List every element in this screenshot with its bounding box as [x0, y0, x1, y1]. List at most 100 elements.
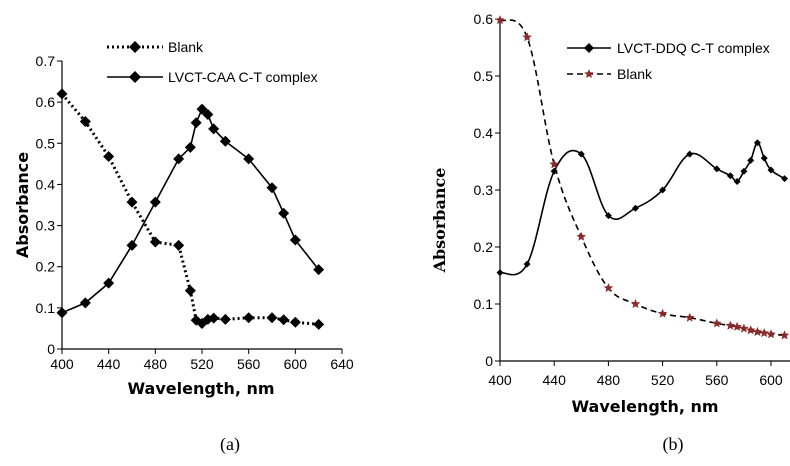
chart-b-point-blank — [495, 15, 505, 25]
chart-b-point-lvct-ddq-c-t-complex — [767, 166, 775, 174]
chart-a-point-lvct-caa-c-t-complex — [126, 239, 138, 251]
chart-a-point-lvct-caa-c-t-complex — [289, 234, 301, 246]
chart-a-point-blank — [208, 312, 220, 324]
panel-label-a: (a) — [220, 434, 240, 455]
legend-b-complex-marker — [584, 43, 594, 53]
chart-a-x-tick-label: 520 — [190, 356, 214, 372]
legend-a-blank-label: Blank — [168, 39, 204, 55]
legend-b-blank-label: Blank — [617, 66, 653, 82]
chart-a-y-tick-label: 0 — [47, 341, 55, 357]
chart-a-point-blank — [184, 285, 196, 297]
chart-a-x-tick-label: 560 — [237, 356, 261, 372]
chart-a-point-lvct-caa-c-t-complex — [208, 123, 220, 135]
chart-a-point-blank — [266, 312, 278, 324]
chart-b-y-tick-label: 0.4 — [474, 125, 494, 141]
chart-b-x-tick-label: 400 — [488, 372, 512, 388]
chart-b-point-lvct-ddq-c-t-complex — [496, 269, 504, 277]
chart-b-point-blank — [603, 283, 614, 293]
chart-b-y-tick-label: 0.3 — [474, 182, 494, 198]
panel-label-b: (b) — [663, 434, 684, 455]
chart-b-x-tick-label: 560 — [705, 372, 729, 388]
chart-b-point-lvct-ddq-c-t-complex — [760, 154, 768, 162]
chart-a-point-blank — [173, 239, 185, 251]
chart-b-point-blank — [766, 329, 776, 339]
chart-a-point-blank — [278, 314, 290, 326]
chart-b-x-tick-label: 600 — [759, 372, 783, 388]
legend-b-blank-marker — [584, 69, 594, 78]
chart-a-point-blank — [289, 316, 301, 328]
chart-b-x-tick-label: 480 — [597, 372, 621, 388]
chart-a-point-lvct-caa-c-t-complex — [56, 307, 68, 319]
chart-b-point-lvct-ddq-c-t-complex — [659, 186, 667, 194]
chart-b-point-blank — [725, 320, 736, 330]
chart-b-point-lvct-ddq-c-t-complex — [733, 177, 741, 185]
chart-b-x-tick-label: 440 — [543, 372, 567, 388]
chart-a-point-blank — [103, 150, 115, 162]
legend-a-blank-marker — [129, 41, 141, 53]
chart-b-point-lvct-ddq-c-t-complex — [753, 139, 761, 147]
chart-b-point-lvct-ddq-c-t-complex — [604, 212, 612, 220]
chart-b-point-lvct-ddq-c-t-complex — [523, 260, 531, 268]
legend-a-complex-label: LVCT-CAA C-T complex — [168, 69, 318, 85]
chart-b-point-lvct-ddq-c-t-complex — [632, 204, 639, 212]
chart-b-point-blank — [657, 308, 668, 318]
chart-b-y-tick-label: 0.1 — [474, 296, 494, 312]
chart-b-point-blank — [745, 325, 756, 335]
chart-b-y-label: Absorbance — [430, 168, 449, 274]
chart-b-point-lvct-ddq-c-t-complex — [740, 167, 748, 175]
chart-a-point-lvct-caa-c-t-complex — [243, 153, 255, 165]
chart-b-point-blank — [630, 299, 641, 308]
chart-a-point-lvct-caa-c-t-complex — [219, 135, 231, 147]
chart-b-point-blank — [549, 159, 559, 169]
chart-b-point-lvct-ddq-c-t-complex — [713, 165, 721, 173]
chart-a-y-label: Absorbance — [13, 152, 32, 258]
chart-b-point-blank — [759, 328, 769, 338]
chart-a: 0 0.1 0.2 0.3 0.4 0.5 0.6 0.7 400 440 480 520 560 600… — [13, 39, 354, 455]
chart-a-point-lvct-caa-c-t-complex — [202, 108, 214, 120]
chart-a-x-tick-label: 480 — [144, 356, 168, 372]
chart-b-point-lvct-ddq-c-t-complex — [747, 156, 755, 164]
chart-a-y-tick-label: 0.3 — [36, 218, 56, 234]
chart-b-point-blank — [576, 231, 587, 241]
chart-a-point-lvct-caa-c-t-complex — [313, 264, 325, 276]
chart-a-point-blank — [56, 88, 68, 100]
chart-a-point-lvct-caa-c-t-complex — [103, 277, 115, 289]
chart-a-legend: Blank LVCT-CAA C-T complex — [107, 39, 318, 85]
chart-b-legend: LVCT-DDQ C-T complex Blank — [567, 40, 770, 82]
chart-a-point-blank — [126, 196, 138, 208]
chart-b-point-lvct-ddq-c-t-complex — [577, 150, 585, 158]
chart-b-x-tick-label: 520 — [651, 372, 675, 388]
chart-b-point-lvct-ddq-c-t-complex — [781, 175, 789, 183]
chart-a-y-tick-label: 0.7 — [36, 53, 56, 69]
chart-a-x-tick-label: 640 — [330, 356, 354, 372]
chart-b-y-tick-label: 0.5 — [474, 68, 494, 84]
chart-a-x-tick-label: 400 — [50, 356, 74, 372]
chart-b-point-blank — [752, 326, 763, 336]
chart-b-point-blank — [522, 32, 532, 42]
chart-a-point-lvct-caa-c-t-complex — [149, 196, 161, 208]
chart-a-y-tick-label: 0.2 — [36, 259, 56, 275]
chart-b: 0 0.1 0.2 0.3 0.4 0.5 0.6 400 440 480 520 560 600 Ab… — [430, 11, 790, 455]
chart-b-point-blank — [732, 321, 742, 331]
chart-a-series-lvct-caa-c-t-complex-line — [61, 107, 320, 314]
legend-b-complex-label: LVCT-DDQ C-T complex — [617, 40, 770, 56]
chart-a-point-lvct-caa-c-t-complex — [278, 207, 290, 219]
chart-a-y-tick-label: 0.6 — [36, 94, 56, 110]
chart-a-x-tick-label: 440 — [97, 356, 121, 372]
chart-b-y-tick-label: 0.2 — [474, 239, 494, 255]
chart-a-point-blank — [313, 318, 325, 330]
chart-a-x-tick-label: 600 — [284, 356, 308, 372]
chart-b-point-blank — [739, 323, 749, 333]
chart-a-y-tick-label: 0.1 — [36, 300, 56, 316]
chart-a-x-label: Wavelength, nm — [127, 379, 274, 398]
chart-b-point-lvct-ddq-c-t-complex — [686, 150, 694, 158]
chart-a-y-tick-label: 0.4 — [36, 176, 56, 192]
chart-a-point-lvct-caa-c-t-complex — [190, 117, 202, 129]
chart-a-point-blank — [149, 236, 161, 248]
chart-a-point-blank — [79, 115, 91, 127]
chart-a-point-lvct-caa-c-t-complex — [173, 153, 185, 165]
chart-a-y-tick-label: 0.5 — [36, 135, 56, 151]
chart-b-y-tick-label: 0.6 — [474, 11, 494, 27]
chart-b-point-blank — [779, 330, 790, 340]
